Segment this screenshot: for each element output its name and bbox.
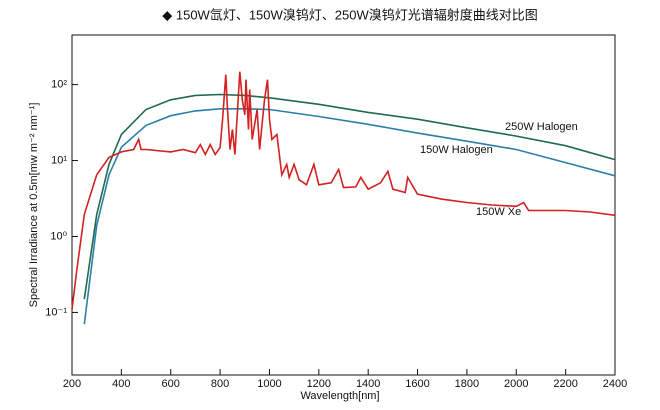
series-label: 150W Xe [476, 206, 521, 218]
x-tick-label: 1600 [405, 378, 429, 390]
series-line [83, 108, 616, 325]
x-tick-label: 1200 [307, 378, 331, 390]
x-tick-label: 2000 [504, 378, 528, 390]
y-tick-label: 10⁰ [50, 230, 67, 242]
x-tick-label: 400 [112, 378, 130, 390]
y-axis-label: Spectral Irradiance at 0.5m[mw m⁻² nm⁻¹] [28, 103, 40, 308]
y-tick-label: 10² [51, 79, 67, 91]
chart-title: ◆ 150W氙灯、150W溴钨灯、250W溴钨灯光谱辐射度曲线对比图 [162, 7, 538, 22]
x-tick-label: 1000 [257, 378, 281, 390]
series-label: 150W Halogen [420, 144, 493, 156]
x-tick-label: 800 [211, 378, 229, 390]
plot-frame [71, 34, 616, 376]
x-axis-label: Wavelength[nm] [300, 390, 379, 402]
x-tick-label: 600 [162, 378, 180, 390]
x-tick-label: 2400 [603, 378, 627, 390]
x-tick-label: 1400 [356, 378, 380, 390]
y-tick-label: 10¹ [51, 154, 67, 166]
series-line [71, 71, 616, 310]
y-tick-label: 10⁻¹ [45, 306, 67, 318]
x-tick-label: 2200 [553, 378, 577, 390]
x-tick-label: 1800 [455, 378, 479, 390]
series-label: 250W Halogen [505, 121, 578, 133]
x-tick-label: 200 [63, 378, 81, 390]
